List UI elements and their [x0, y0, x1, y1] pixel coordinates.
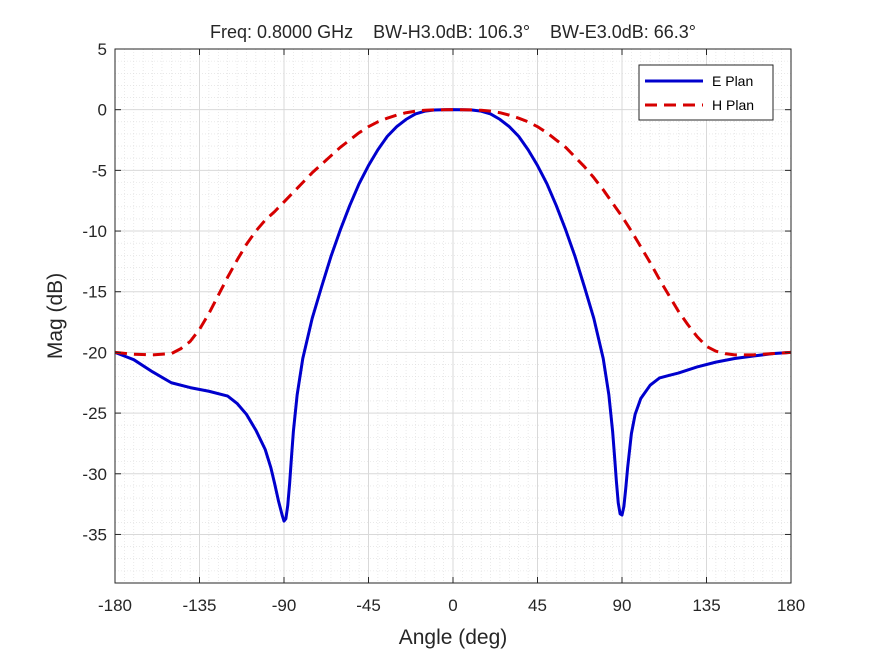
x-tick-label: -45 [356, 596, 381, 615]
y-tick-label: -25 [82, 404, 107, 423]
legend-box [638, 64, 774, 121]
series-line-e-plan [114, 108, 792, 523]
chart-title: Freq: 0.8000 GHz BW-H3.0dB: 106.3° BW-E3… [210, 22, 696, 42]
legend-label-e-plan: E Plan [712, 73, 753, 89]
x-tick-label: -135 [182, 596, 216, 615]
y-tick-label: -5 [92, 161, 107, 180]
y-tick-label: 0 [98, 101, 107, 120]
x-tick-label: 135 [692, 596, 720, 615]
x-tick-label: -180 [98, 596, 132, 615]
y-axis-label: Mag (dB) [44, 273, 67, 359]
y-tick-label: -15 [82, 283, 107, 302]
x-tick-label: 180 [777, 596, 805, 615]
legend: E Plan H Plan [638, 64, 774, 121]
x-tick-label: -90 [272, 596, 297, 615]
y-tick-label: -20 [82, 343, 107, 362]
y-tick-label: 5 [98, 40, 107, 59]
tick-layer: -180 -135 -90 -45 0 45 90 135 180 5 0 -5 -10 -15 -20 -2… [82, 40, 805, 615]
series-layer [114, 108, 792, 523]
minor-grid [115, 49, 791, 584]
y-tick-label: -10 [82, 222, 107, 241]
y-tick-label: -35 [82, 525, 107, 544]
x-tick-label: 45 [528, 596, 547, 615]
y-tick-label: -30 [82, 465, 107, 484]
x-tick-label: 90 [613, 596, 632, 615]
series-line-h-plan [114, 108, 792, 357]
x-axis-label: Angle (deg) [399, 626, 508, 649]
legend-label-h-plan: H Plan [712, 97, 754, 113]
x-tick-label: 0 [448, 596, 457, 615]
